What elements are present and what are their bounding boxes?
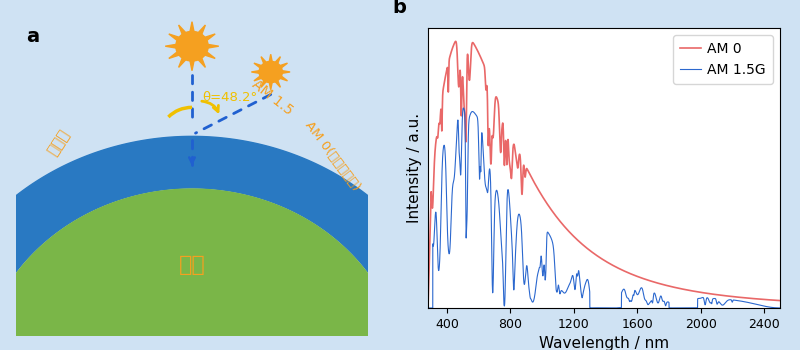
AM 0 (631, 274, 641, 278)
X-axis label: Wavelength / nm: Wavelength / nm (539, 336, 669, 350)
Polygon shape (280, 63, 287, 68)
Polygon shape (208, 44, 218, 48)
Polygon shape (254, 76, 262, 81)
AM 1.5G (458, 106, 468, 110)
Text: 地球: 地球 (178, 255, 206, 275)
Polygon shape (254, 63, 262, 68)
AM 0 (441, 73, 450, 77)
Text: AM 1.5: AM 1.5 (249, 77, 295, 118)
Text: AM 0(大气层上界): AM 0(大气层上界) (302, 119, 363, 193)
Polygon shape (251, 71, 259, 73)
Polygon shape (261, 80, 266, 87)
Polygon shape (205, 52, 215, 58)
Polygon shape (190, 22, 194, 32)
AM 0 (775, 299, 785, 303)
AM 1.5G (550, 277, 560, 281)
Text: 大气层: 大气层 (45, 127, 72, 158)
AM 1.5G (441, 164, 450, 168)
AM 0 (451, 39, 461, 43)
Line: AM 0: AM 0 (428, 41, 780, 308)
Text: b: b (393, 0, 406, 17)
Polygon shape (178, 25, 186, 34)
Circle shape (176, 32, 208, 61)
Polygon shape (190, 61, 194, 71)
Legend: AM 0, AM 1.5G: AM 0, AM 1.5G (673, 35, 773, 84)
AM 1.5G (423, 306, 433, 310)
Y-axis label: Intensity / a.u.: Intensity / a.u. (407, 113, 422, 223)
AM 1.5G (684, 306, 694, 310)
Polygon shape (178, 58, 186, 68)
Text: a: a (26, 27, 40, 46)
AM 1.5G (775, 306, 785, 310)
AM 0 (423, 306, 433, 310)
AM 1.5G (703, 296, 713, 300)
Polygon shape (0, 191, 403, 350)
FancyArrowPatch shape (202, 101, 218, 112)
AM 0 (703, 291, 713, 295)
Circle shape (259, 61, 282, 83)
Polygon shape (280, 76, 287, 81)
Polygon shape (261, 57, 266, 63)
Polygon shape (275, 57, 281, 63)
Line: AM 1.5G: AM 1.5G (428, 108, 780, 308)
Polygon shape (169, 52, 179, 58)
Polygon shape (169, 34, 179, 40)
Polygon shape (0, 136, 463, 350)
AM 1.5G (647, 299, 657, 303)
AM 0 (684, 288, 694, 292)
Polygon shape (198, 58, 206, 68)
AM 0 (647, 279, 657, 284)
Polygon shape (282, 71, 290, 73)
Polygon shape (270, 83, 272, 90)
Polygon shape (270, 54, 272, 62)
Polygon shape (198, 25, 206, 34)
AM 1.5G (631, 291, 641, 295)
AM 0 (550, 214, 560, 218)
Polygon shape (166, 44, 176, 48)
Text: θ=48.2°: θ=48.2° (202, 91, 258, 104)
Polygon shape (275, 80, 281, 87)
Polygon shape (205, 34, 215, 40)
